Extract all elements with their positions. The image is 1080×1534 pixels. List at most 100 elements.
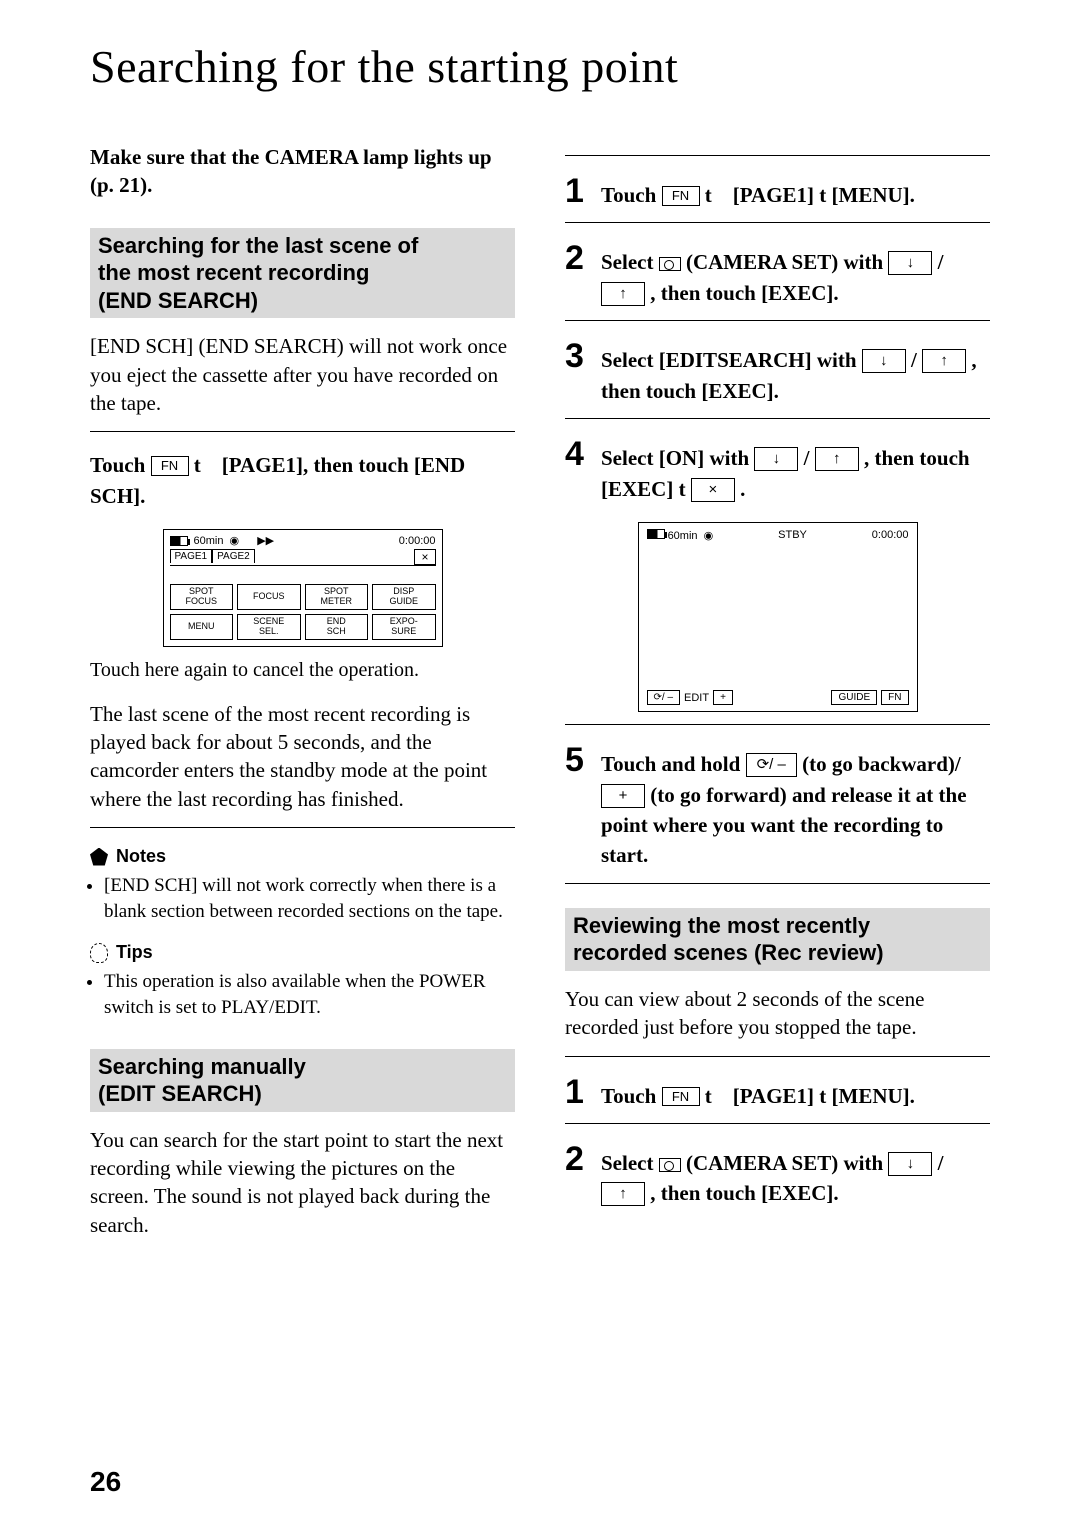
section-line: recorded scenes (Rec review) bbox=[573, 939, 982, 967]
step-body: Select (CAMERA SET) with ↓ / ↑ , then to… bbox=[601, 241, 990, 308]
lcd-btn: ENDSCH bbox=[305, 614, 369, 640]
page-number: 26 bbox=[90, 1466, 121, 1498]
up-button-icon: ↑ bbox=[601, 1182, 645, 1206]
lcd-btn: SCENESEL. bbox=[237, 614, 301, 640]
step-number: 1 bbox=[565, 1075, 591, 1109]
tips-label: Tips bbox=[116, 942, 153, 963]
timecode: 0:00:00 bbox=[399, 535, 436, 547]
up-button-icon: ↑ bbox=[922, 349, 966, 373]
text-part: Select [ON] with bbox=[601, 446, 754, 470]
step-1: 1 Touch FN t [PAGE1] t [MENU]. bbox=[565, 174, 990, 210]
plus-icon: + bbox=[713, 690, 733, 705]
tip-item: This operation is also available when th… bbox=[104, 969, 515, 1020]
forward-button-icon: + bbox=[601, 784, 645, 808]
body-text: You can view about 2 seconds of the scen… bbox=[565, 985, 990, 1042]
text-part: / bbox=[911, 348, 922, 372]
text-part: (to go backward)/ bbox=[802, 752, 961, 776]
text-part: (CAMERA SET) with bbox=[686, 250, 888, 274]
notes-list: [END SCH] will not work correctly when t… bbox=[90, 873, 515, 924]
text-part: Touch and hold bbox=[601, 752, 746, 776]
section-line: Reviewing the most recently bbox=[573, 912, 982, 940]
divider bbox=[90, 827, 515, 828]
note-item: [END SCH] will not work correctly when t… bbox=[104, 873, 515, 924]
divider bbox=[565, 1123, 990, 1124]
step-number: 4 bbox=[565, 437, 591, 471]
camera-set-icon bbox=[659, 257, 681, 271]
divider bbox=[565, 155, 990, 156]
lcd-btn: EXPO-SURE bbox=[372, 614, 436, 640]
step-4: 4 Select [ON] with ↓ / ↑ , then touch [E… bbox=[565, 437, 990, 504]
lcd-btn: MENU bbox=[170, 614, 234, 640]
fn-button-icon: FN bbox=[151, 456, 189, 476]
lcd2-bottom-bar: ⟳/ – EDIT + GUIDE FN bbox=[647, 690, 909, 705]
time-remaining: 60min bbox=[668, 530, 698, 542]
step-2b: 2 Select (CAMERA SET) with ↓ / ↑ , then … bbox=[565, 1142, 990, 1209]
divider bbox=[565, 320, 990, 321]
camera-set-icon bbox=[659, 1158, 681, 1172]
fn-button-icon: FN bbox=[662, 1087, 700, 1107]
guide-button: GUIDE bbox=[831, 690, 877, 705]
step-3: 3 Select [EDITSEARCH] with ↓ / ↑ , then … bbox=[565, 339, 990, 406]
battery-icon bbox=[647, 529, 665, 539]
text-part: Touch bbox=[90, 453, 151, 477]
section-line: Searching manually bbox=[98, 1053, 507, 1081]
step-body: Touch and hold ⟳/ – (to go backward)/ + … bbox=[601, 743, 990, 871]
section-end-search: Searching for the last scene of the most… bbox=[90, 228, 515, 319]
page-title: Searching for the starting point bbox=[90, 40, 990, 93]
text-part: Select [EDITSEARCH] with bbox=[601, 348, 862, 372]
notes-heading: Notes bbox=[90, 846, 515, 867]
rewind-button-icon: ⟳/ – bbox=[746, 753, 797, 777]
rewind-icon: ⟳/ – bbox=[647, 690, 681, 705]
step-2: 2 Select (CAMERA SET) with ↓ / ↑ , then … bbox=[565, 241, 990, 308]
section-rec-review: Reviewing the most recently recorded sce… bbox=[565, 908, 990, 971]
text-part: t bbox=[705, 183, 712, 207]
lcd-button-grid: SPOTFOCUS FOCUS SPOTMETER DISPGUIDE MENU… bbox=[164, 566, 442, 646]
text-part: / bbox=[938, 1151, 944, 1175]
right-column: 1 Touch FN t [PAGE1] t [MENU]. 2 Select … bbox=[565, 143, 990, 1253]
text-part: [PAGE1] t [MENU]. bbox=[733, 183, 915, 207]
lcd2-status: 60min ◉ STBY 0:00:00 bbox=[639, 523, 917, 548]
step-number: 2 bbox=[565, 1142, 591, 1176]
lcd-btn: SPOTFOCUS bbox=[170, 584, 234, 610]
section-line: Searching for the last scene of bbox=[98, 232, 507, 260]
lcd-caption: Touch here again to cancel the operation… bbox=[90, 659, 515, 682]
intro-text: Make sure that the CAMERA lamp lights up… bbox=[90, 143, 515, 200]
step-body: Touch FN t [PAGE1] t [MENU]. bbox=[601, 1075, 915, 1111]
step-body: Select [ON] with ↓ / ↑ , then touch [EXE… bbox=[601, 437, 990, 504]
lcd-screenshot-2: 60min ◉ STBY 0:00:00 ⟳/ – EDIT + GUIDE F… bbox=[638, 522, 918, 712]
divider bbox=[565, 418, 990, 419]
section-line: the most recent recording bbox=[98, 259, 507, 287]
text-part: / bbox=[804, 446, 815, 470]
tips-heading: Tips bbox=[90, 942, 515, 963]
divider bbox=[565, 1056, 990, 1057]
lcd-btn: DISPGUIDE bbox=[372, 584, 436, 610]
text-part: Select bbox=[601, 1151, 659, 1175]
section-edit-search: Searching manually (EDIT SEARCH) bbox=[90, 1049, 515, 1112]
up-button-icon: ↑ bbox=[601, 282, 645, 306]
stby-label: STBY bbox=[778, 529, 807, 542]
step-number: 2 bbox=[565, 241, 591, 275]
timecode: 0:00:00 bbox=[872, 529, 909, 542]
close-button-icon: × bbox=[691, 478, 735, 502]
divider bbox=[565, 883, 990, 884]
text-part: , then touch [EXEC]. bbox=[650, 281, 838, 305]
time-remaining: 60min bbox=[194, 535, 224, 547]
text-part: . bbox=[740, 477, 745, 501]
step-body: Select [EDITSEARCH] with ↓ / ↑ , then to… bbox=[601, 339, 990, 406]
down-button-icon: ↓ bbox=[754, 447, 798, 471]
notes-label: Notes bbox=[116, 846, 166, 867]
divider bbox=[90, 431, 515, 432]
divider bbox=[565, 222, 990, 223]
content-columns: Make sure that the CAMERA lamp lights up… bbox=[90, 143, 990, 1253]
text-part: [PAGE1] t [MENU]. bbox=[733, 1084, 915, 1108]
fn-button: FN bbox=[881, 690, 908, 705]
text-part: t bbox=[194, 453, 201, 477]
ff-icon: ▶▶ bbox=[257, 534, 274, 547]
step-number: 3 bbox=[565, 339, 591, 373]
step-1b: 1 Touch FN t [PAGE1] t [MENU]. bbox=[565, 1075, 990, 1111]
text-part: , then touch [EXEC]. bbox=[650, 1181, 838, 1205]
left-column: Make sure that the CAMERA lamp lights up… bbox=[90, 143, 515, 1253]
rec-icon: ◉ bbox=[229, 534, 239, 547]
section-line: (EDIT SEARCH) bbox=[98, 1080, 507, 1108]
text-part: t bbox=[705, 1084, 712, 1108]
